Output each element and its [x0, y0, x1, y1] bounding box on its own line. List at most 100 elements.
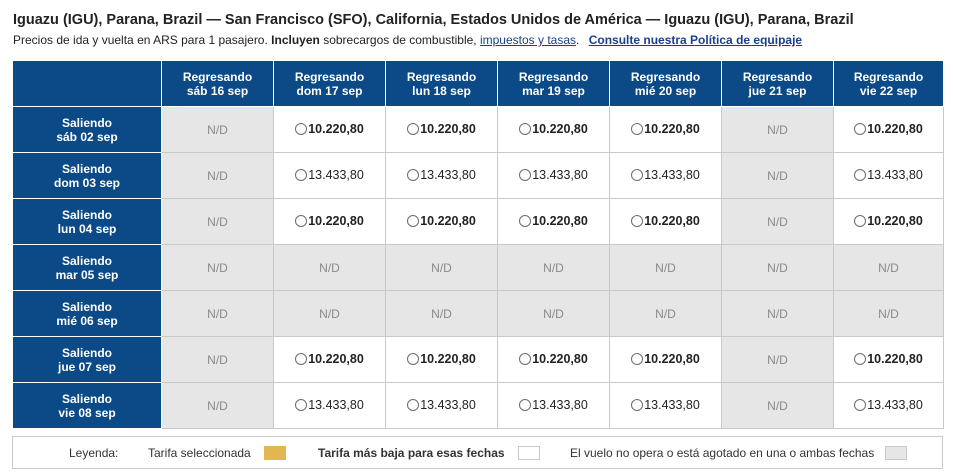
fare-cell[interactable]: 10.220,80: [497, 198, 610, 245]
fare-cell[interactable]: 13.433,80: [833, 152, 944, 199]
fare-cell-unavailable: N/D: [161, 244, 274, 291]
depart-label: Saliendo: [61, 115, 112, 130]
fare-option[interactable]: 10.220,80: [854, 122, 923, 136]
fare-option[interactable]: 10.220,80: [854, 352, 923, 366]
fare-radio-button[interactable]: [519, 122, 532, 135]
fare-option[interactable]: 10.220,80: [631, 122, 700, 136]
fare-cell[interactable]: 10.220,80: [609, 336, 722, 383]
fare-option[interactable]: 10.220,80: [519, 122, 588, 136]
fare-cell[interactable]: 10.220,80: [833, 198, 944, 245]
fare-option[interactable]: 10.220,80: [631, 352, 700, 366]
fare-option[interactable]: 10.220,80: [519, 352, 588, 366]
fare-option[interactable]: 13.433,80: [854, 168, 923, 182]
fare-radio-button[interactable]: [631, 122, 644, 135]
fare-cell[interactable]: 13.433,80: [609, 152, 722, 199]
fare-option[interactable]: 13.433,80: [631, 168, 700, 182]
fare-radio-button[interactable]: [407, 214, 420, 227]
departure-row: Saliendo mié 06 sep N/D N/D N/D N/D N/D N/D N/D: [12, 290, 944, 337]
fare-price: 13.433,80: [308, 397, 364, 412]
fare-option[interactable]: 10.220,80: [407, 214, 476, 228]
fare-cell-unavailable: N/D: [161, 336, 274, 383]
fare-cell[interactable]: 10.220,80: [609, 106, 722, 153]
fare-option[interactable]: 10.220,80: [407, 352, 476, 366]
fare-option[interactable]: 10.220,80: [407, 122, 476, 136]
fare-cell-unavailable: N/D: [833, 244, 944, 291]
fare-cell-unavailable: N/D: [833, 290, 944, 337]
fare-cell[interactable]: 13.433,80: [385, 382, 498, 429]
fare-price: 10.220,80: [644, 121, 700, 136]
departure-row: Saliendo jue 07 sep N/D 10.220,80 10.220,80 1…: [12, 336, 944, 383]
fare-cell[interactable]: 10.220,80: [497, 106, 610, 153]
departure-date: dom 03 sep: [53, 175, 121, 190]
fare-price: 13.433,80: [420, 167, 476, 182]
return-date: vie 22 sep: [859, 83, 918, 98]
fare-radio-button[interactable]: [295, 352, 308, 365]
taxes-link[interactable]: impuestos y tasas: [479, 33, 577, 47]
fare-cell[interactable]: 10.220,80: [385, 106, 498, 153]
fare-option[interactable]: 10.220,80: [295, 214, 364, 228]
fare-option[interactable]: 13.433,80: [295, 398, 364, 412]
fare-option[interactable]: 10.220,80: [519, 214, 588, 228]
fare-radio-button[interactable]: [519, 214, 532, 227]
fare-radio-button[interactable]: [854, 122, 867, 135]
fare-radio-button[interactable]: [854, 352, 867, 365]
fare-option[interactable]: 13.433,80: [854, 398, 923, 412]
fare-cell[interactable]: 13.433,80: [273, 382, 386, 429]
fare-radio-button[interactable]: [519, 398, 532, 411]
fare-price: 13.433,80: [308, 167, 364, 182]
fare-cell[interactable]: 13.433,80: [385, 152, 498, 199]
fare-cell[interactable]: 13.433,80: [497, 382, 610, 429]
fare-cell[interactable]: 10.220,80: [833, 336, 944, 383]
fare-radio-button[interactable]: [854, 214, 867, 227]
fare-option[interactable]: 10.220,80: [295, 122, 364, 136]
return-date: mar 19 sep: [522, 83, 585, 98]
fare-cell[interactable]: 13.433,80: [497, 152, 610, 199]
return-label: Regresando: [630, 69, 701, 84]
fare-cell-unavailable: N/D: [721, 336, 834, 383]
fare-cell[interactable]: 10.220,80: [273, 336, 386, 383]
fare-cell[interactable]: 13.433,80: [609, 382, 722, 429]
departure-date-header: Saliendo jue 07 sep: [12, 336, 162, 383]
price-subtitle: Precios de ida y vuelta en ARS para 1 pa…: [13, 33, 802, 47]
fare-option[interactable]: 13.433,80: [519, 168, 588, 182]
fare-radio-button[interactable]: [295, 398, 308, 411]
fare-option[interactable]: 10.220,80: [631, 214, 700, 228]
baggage-policy-link[interactable]: Consulte nuestra Política de equipaje: [588, 33, 803, 47]
fare-cell[interactable]: 10.220,80: [273, 198, 386, 245]
fare-cell[interactable]: 10.220,80: [833, 106, 944, 153]
fare-radio-button[interactable]: [631, 214, 644, 227]
departure-row: Saliendo lun 04 sep N/D 10.220,80 10.220,80 1…: [12, 198, 944, 245]
fare-radio-button[interactable]: [295, 122, 308, 135]
fare-radio-button[interactable]: [295, 214, 308, 227]
fare-radio-button[interactable]: [407, 122, 420, 135]
fare-cell[interactable]: 10.220,80: [497, 336, 610, 383]
departure-date-header: Saliendo sáb 02 sep: [12, 106, 162, 153]
fare-cell-unavailable: N/D: [497, 290, 610, 337]
fare-cell-unavailable: N/D: [721, 198, 834, 245]
fare-option[interactable]: 10.220,80: [854, 214, 923, 228]
fare-cell[interactable]: 10.220,80: [385, 198, 498, 245]
fare-radio-button[interactable]: [631, 352, 644, 365]
fare-radio-button[interactable]: [854, 398, 867, 411]
fare-radio-button[interactable]: [295, 168, 308, 181]
fare-option[interactable]: 13.433,80: [519, 398, 588, 412]
fare-radio-button[interactable]: [519, 168, 532, 181]
fare-radio-button[interactable]: [407, 168, 420, 181]
fare-option[interactable]: 13.433,80: [295, 168, 364, 182]
fare-radio-button[interactable]: [631, 398, 644, 411]
fare-cell[interactable]: 13.433,80: [833, 382, 944, 429]
fare-radio-button[interactable]: [407, 352, 420, 365]
fare-radio-button[interactable]: [631, 168, 644, 181]
departure-date: jue 07 sep: [57, 359, 117, 374]
fare-cell[interactable]: 10.220,80: [609, 198, 722, 245]
fare-option[interactable]: 10.220,80: [295, 352, 364, 366]
fare-option[interactable]: 13.433,80: [407, 398, 476, 412]
fare-cell[interactable]: 13.433,80: [273, 152, 386, 199]
fare-cell[interactable]: 10.220,80: [385, 336, 498, 383]
fare-radio-button[interactable]: [519, 352, 532, 365]
fare-radio-button[interactable]: [407, 398, 420, 411]
fare-option[interactable]: 13.433,80: [631, 398, 700, 412]
fare-option[interactable]: 13.433,80: [407, 168, 476, 182]
fare-cell[interactable]: 10.220,80: [273, 106, 386, 153]
fare-radio-button[interactable]: [854, 168, 867, 181]
